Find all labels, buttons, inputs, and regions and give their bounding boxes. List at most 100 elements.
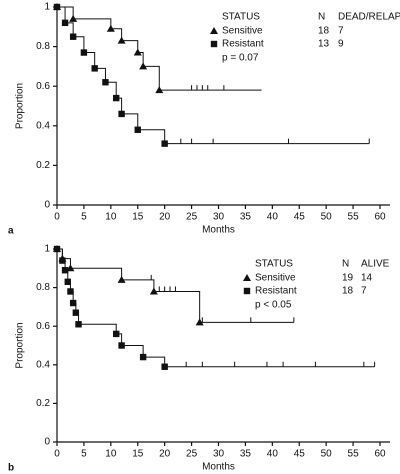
marker-triangle xyxy=(117,36,126,44)
x-tick-label: 10 xyxy=(105,449,117,460)
marker-square xyxy=(161,140,168,147)
y-tick-label: 0.4 xyxy=(36,120,50,131)
legend-header: N xyxy=(318,12,325,23)
marker-triangle xyxy=(66,264,75,272)
y-tick-label: 0.6 xyxy=(36,321,50,332)
legend-marker xyxy=(243,287,251,295)
marker-triangle xyxy=(195,318,204,326)
x-tick-label: 35 xyxy=(240,212,252,223)
marker-square xyxy=(161,363,168,370)
survival-curve xyxy=(57,6,262,91)
x-tick-label: 5 xyxy=(81,449,87,460)
y-tick-label: 0.2 xyxy=(36,398,50,409)
y-tick-label: 0.8 xyxy=(36,282,50,293)
legend-cell: 14 xyxy=(361,273,373,284)
legend-header: N xyxy=(342,259,349,270)
x-axis-label: Months xyxy=(202,225,235,236)
x-tick-label: 40 xyxy=(267,449,279,460)
x-tick-label: 60 xyxy=(374,449,386,460)
y-tick-label: 0.2 xyxy=(36,160,50,171)
x-tick-label: 55 xyxy=(348,449,360,460)
marker-square xyxy=(69,33,77,40)
p-value: p < 0.05 xyxy=(255,300,292,311)
legend-cell: 7 xyxy=(361,286,367,297)
x-axis-label: Months xyxy=(202,462,235,473)
legend-cell: 18 xyxy=(342,286,354,297)
y-tick-label: 1 xyxy=(44,244,50,255)
marker-triangle xyxy=(155,86,164,94)
panel-label: b xyxy=(8,463,14,474)
y-tick-label: 0 xyxy=(44,200,50,211)
marker-square xyxy=(118,110,125,118)
x-tick-label: 30 xyxy=(213,212,225,223)
legend-name: Resistant xyxy=(222,39,264,50)
legend-marker xyxy=(210,40,218,48)
legend-header: STATUS xyxy=(255,259,293,270)
x-tick-label: 50 xyxy=(321,212,333,223)
y-tick-label: 1 xyxy=(44,2,50,13)
legend-header: ALIVE xyxy=(361,259,390,270)
x-tick-label: 15 xyxy=(132,449,144,460)
legend-marker xyxy=(210,27,218,34)
legend-name: Sensitive xyxy=(222,26,263,37)
marker-square xyxy=(80,49,88,56)
legend-name: Sensitive xyxy=(255,273,296,284)
x-tick-label: 30 xyxy=(213,449,225,460)
legend-cell: 18 xyxy=(318,26,330,37)
y-tick-label: 0.4 xyxy=(36,359,50,370)
survival-curve xyxy=(57,248,375,368)
marker-triangle xyxy=(139,62,148,70)
x-tick-label: 15 xyxy=(132,212,144,223)
x-tick-label: 50 xyxy=(321,449,333,460)
marker-square xyxy=(113,94,120,102)
marker-square xyxy=(69,299,77,307)
marker-triangle xyxy=(117,275,126,283)
p-value: p = 0.07 xyxy=(222,53,259,64)
legend-cell: 13 xyxy=(318,39,330,50)
x-tick-label: 45 xyxy=(294,449,306,460)
x-tick-label: 0 xyxy=(54,449,60,460)
x-tick-label: 20 xyxy=(159,449,171,460)
x-tick-label: 40 xyxy=(267,212,279,223)
marker-triangle xyxy=(69,14,78,22)
marker-triangle xyxy=(106,24,115,32)
marker-square xyxy=(53,3,61,11)
x-tick-label: 5 xyxy=(81,212,87,223)
y-tick-label: 0.6 xyxy=(36,81,50,92)
legend-marker xyxy=(243,274,251,281)
marker-square xyxy=(64,278,71,286)
x-tick-label: 10 xyxy=(105,212,117,223)
x-tick-label: 25 xyxy=(186,212,198,223)
x-tick-label: 45 xyxy=(294,212,306,223)
marker-triangle xyxy=(149,287,158,295)
x-tick-label: 60 xyxy=(374,212,386,223)
legend-header: STATUS xyxy=(222,12,260,23)
marker-triangle xyxy=(133,48,142,56)
x-tick-label: 55 xyxy=(348,212,360,223)
marker-square xyxy=(102,79,109,86)
legend-cell: 9 xyxy=(338,39,344,50)
legend-cell: 19 xyxy=(342,273,354,284)
marker-square xyxy=(139,353,147,361)
x-tick-label: 20 xyxy=(159,212,171,223)
marker-square xyxy=(53,245,61,253)
marker-square xyxy=(59,257,66,264)
marker-square xyxy=(75,321,82,328)
marker-square xyxy=(118,342,125,349)
legend-cell: 7 xyxy=(338,26,344,37)
x-tick-label: 35 xyxy=(240,449,252,460)
marker-square xyxy=(134,126,141,133)
y-axis-label: Proportion xyxy=(15,83,26,129)
x-tick-label: 25 xyxy=(186,449,198,460)
legend-name: Resistant xyxy=(255,286,297,297)
marker-square xyxy=(72,309,80,316)
y-tick-label: 0.8 xyxy=(36,41,50,52)
legend-header: DEAD/RELAPSED xyxy=(338,12,400,23)
y-axis-label: Proportion xyxy=(15,322,26,368)
panel-label: a xyxy=(8,226,14,237)
marker-square xyxy=(61,19,69,27)
marker-square xyxy=(61,267,69,274)
marker-square xyxy=(113,330,120,338)
y-tick-label: 0 xyxy=(44,437,50,448)
